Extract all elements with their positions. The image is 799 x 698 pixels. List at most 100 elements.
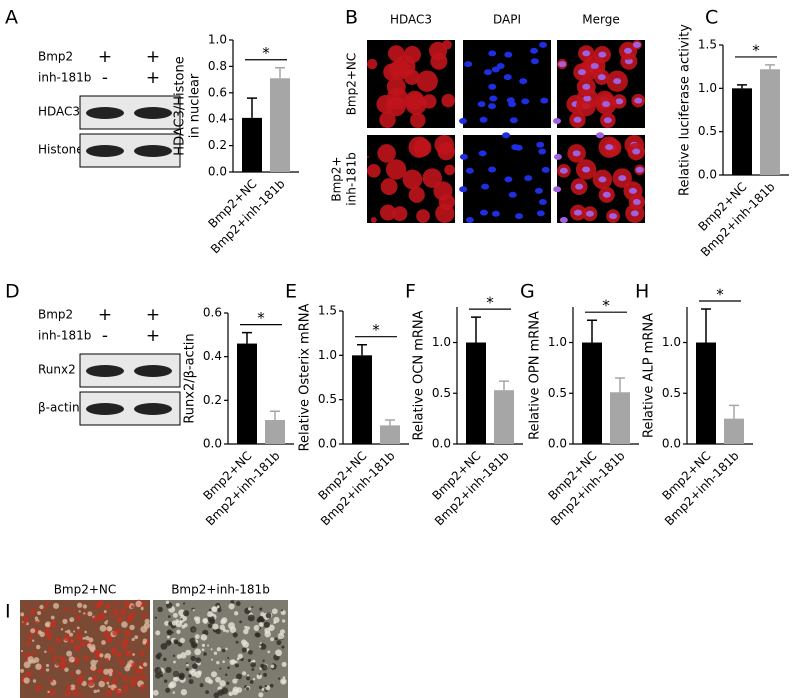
y-tick-label: 0.4 [203,349,222,363]
texture [45,668,50,672]
texture [259,607,263,611]
cell [385,159,407,180]
nucleus [534,187,543,194]
nucleus [459,186,468,193]
row-label: Bmp2+ [330,156,344,201]
nucleus [488,83,497,90]
y-axis-label: Relative OCN mRNA [412,310,427,440]
texture [221,648,226,653]
y-tick-label: 0.0 [208,165,227,179]
texture [271,608,278,615]
nucleus [459,153,468,160]
nucleus [582,83,591,90]
texture [55,637,62,644]
texture [227,666,230,670]
panel-letter: I [5,601,11,623]
texture [234,663,239,668]
texture [245,687,250,691]
y-tick-label: 0.4 [208,112,227,126]
texture [84,655,90,661]
protein-label: Histone [38,143,84,157]
cell [380,204,396,221]
y-tick-label: 0.0 [548,437,567,451]
texture [243,628,249,635]
texture [194,648,202,656]
texture [69,684,76,691]
cell [405,93,427,115]
texture [78,628,82,632]
texture [207,644,210,647]
bar [380,425,400,444]
nucleus [481,183,490,190]
texture [283,680,286,683]
cell [416,209,430,223]
texture [259,642,262,645]
texture [98,680,105,688]
texture [247,614,255,622]
image-label: Bmp2+inh-181b [171,583,270,597]
texture [142,614,147,619]
texture [93,615,100,622]
texture [116,616,123,623]
texture [275,649,282,657]
nucleus [605,144,614,151]
texture [84,635,90,641]
texture [116,639,120,644]
protein-label: β-actin [38,401,80,415]
texture [60,628,64,631]
texture [269,683,274,688]
texture [27,604,31,608]
texture [50,622,56,628]
texture [71,689,78,696]
texture [92,675,98,681]
nucleus [488,166,497,173]
significance: * [486,294,494,312]
texture [35,644,41,650]
nucleus [632,198,641,205]
texture [178,672,185,679]
texture [244,625,248,629]
y-tick-label: 0.5 [662,386,681,400]
nucleus [521,98,530,105]
nucleus [635,166,644,173]
texture [241,639,247,645]
texture [213,692,220,698]
bar [760,69,780,175]
nucleus [479,209,488,216]
texture [140,674,146,680]
texture [207,623,213,629]
texture [239,620,243,624]
nucleus [489,95,498,102]
texture [32,679,37,683]
y-tick-label: 1.0 [318,348,337,362]
y-tick-label: 1.5 [318,304,337,318]
texture [181,624,186,629]
texture [268,624,275,631]
nucleus [596,132,605,139]
texture [103,610,107,614]
texture [256,673,262,680]
y-tick-label: 1.0 [698,81,717,95]
error-bar [385,419,395,426]
texture [34,616,38,620]
error-bar [499,380,509,391]
texture [101,640,106,645]
texture [142,662,148,667]
texture [194,634,200,640]
blot-band [134,365,172,377]
texture [235,640,239,644]
texture [193,616,199,621]
blot-band [86,403,124,415]
texture [263,621,270,628]
nucleus [609,213,618,220]
bar [237,343,257,444]
texture [39,631,45,638]
texture [139,651,145,656]
error-bar [701,308,711,343]
texture [182,602,186,605]
texture [130,605,135,609]
texture [270,664,275,669]
texture [155,630,161,636]
texture [281,609,284,612]
nucleus [559,167,568,174]
